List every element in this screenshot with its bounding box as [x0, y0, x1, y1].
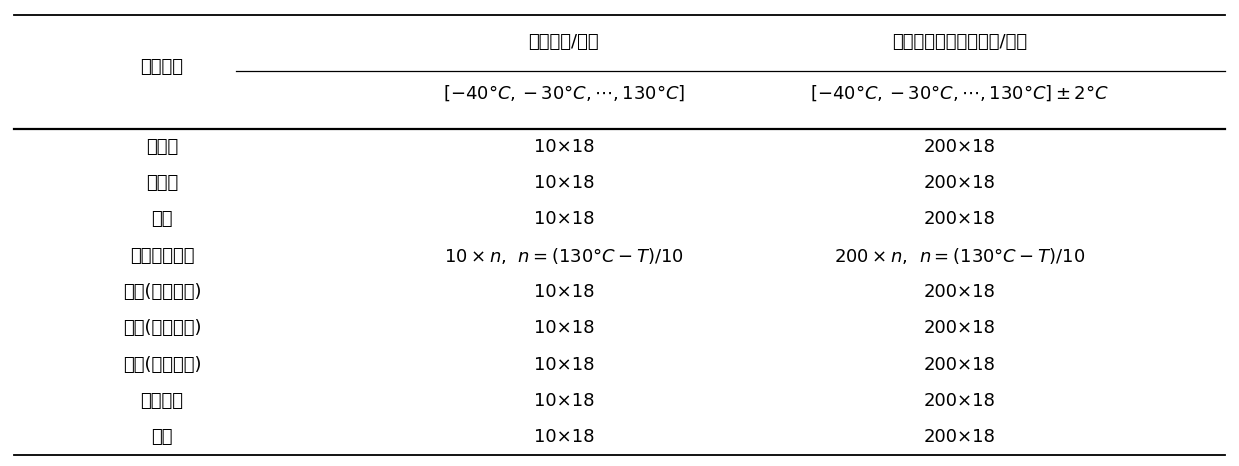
Text: 短路: 短路	[151, 211, 173, 228]
Text: 针刺(机械损伤): 针刺(机械损伤)	[123, 356, 202, 374]
Text: 10×18: 10×18	[534, 174, 595, 192]
Text: 老化: 老化	[151, 428, 173, 446]
Text: $[-40°C, -30°C, \cdots, 130°C]$: $[-40°C, -30°C, \cdots, 130°C]$	[442, 83, 685, 103]
Text: 200×18: 200×18	[923, 319, 995, 337]
Text: 跌落(机械损伤): 跌落(机械损伤)	[123, 283, 202, 301]
Text: 10×18: 10×18	[534, 283, 595, 301]
Text: 过充电: 过充电	[146, 138, 178, 156]
Text: $[-40°C, -30°C, \cdots, 130°C]\pm2°C$: $[-40°C, -30°C, \cdots, 130°C]\pm2°C$	[810, 83, 1109, 103]
Text: 10×18: 10×18	[534, 211, 595, 228]
Text: 10×18: 10×18	[534, 392, 595, 410]
Text: 200×18: 200×18	[923, 174, 995, 192]
Text: 10×18: 10×18	[534, 319, 595, 337]
Text: 200×18: 200×18	[923, 356, 995, 374]
Text: 10×18: 10×18	[534, 356, 595, 374]
Text: 过放电: 过放电	[146, 174, 178, 192]
Text: 海水浸泡: 海水浸泡	[140, 392, 183, 410]
Text: 10×18: 10×18	[534, 138, 595, 156]
Text: $10\times n$,  $n = (130°C - T)/10$: $10\times n$, $n = (130°C - T)/10$	[444, 246, 684, 266]
Text: 10×18: 10×18	[534, 428, 595, 446]
Text: 200×18: 200×18	[923, 392, 995, 410]
Text: 200×18: 200×18	[923, 138, 995, 156]
Text: 200×18: 200×18	[923, 211, 995, 228]
Text: 加热（过温）: 加热（过温）	[130, 247, 195, 265]
Text: 200×18: 200×18	[923, 428, 995, 446]
Text: 挤压(机械损伤): 挤压(机械损伤)	[123, 319, 202, 337]
Text: 确认后的感知生成数据/批次: 确认后的感知生成数据/批次	[892, 33, 1027, 51]
Text: $200\times n$,  $n = (130°C - T)/10$: $200\times n$, $n = (130°C - T)/10$	[834, 246, 1085, 266]
Text: 实测数据/批次: 实测数据/批次	[529, 33, 600, 51]
Text: 故障类型: 故障类型	[140, 58, 183, 76]
Text: 200×18: 200×18	[923, 283, 995, 301]
